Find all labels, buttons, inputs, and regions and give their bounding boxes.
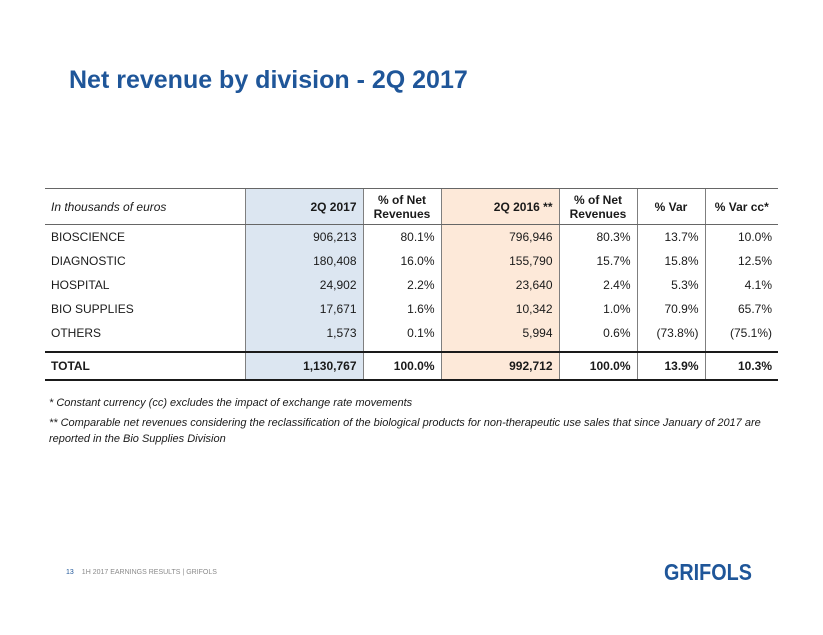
value-2q2016-cell: 155,790 — [440, 248, 559, 273]
pct-net-2016-cell: 100.0% — [558, 350, 637, 381]
pct-var-cell: 70.9% — [636, 296, 705, 321]
table-spacer — [45, 344, 778, 352]
pct-var-cell: (73.8%) — [636, 320, 705, 345]
row-label: BIO SUPPLIES — [51, 301, 134, 316]
value-2q2016-cell: 796,946 — [440, 224, 559, 249]
table-row: OTHERS 1,573 0.1% 5,994 0.6% (73.8%) (75.1%) — [45, 320, 778, 345]
table-row: BIO SUPPLIES 17,671 1.6% 10,342 1.0% 70.9% 65.… — [45, 296, 778, 321]
pct-var-cc-cell: 12.5% — [704, 248, 778, 273]
pct-net-2016-cell: 0.6% — [558, 320, 637, 345]
value-2q2017-cell: 24,902 — [244, 272, 363, 297]
footnote-constant-currency: * Constant currency (cc) excludes the im… — [49, 397, 413, 409]
value-2q2016-cell: 992,712 — [440, 350, 559, 381]
pct-net-2017-cell: 0.1% — [362, 320, 441, 345]
value-2q2016-cell: 10,342 — [440, 296, 559, 321]
header-var-cc: % Var cc* — [704, 188, 778, 225]
value-2q2016-cell: 5,994 — [440, 320, 559, 345]
unit-label: In thousands of euros — [45, 188, 245, 225]
pct-var-cell: 5.3% — [636, 272, 705, 297]
footnotes: * Constant currency (cc) excludes the im… — [49, 395, 779, 451]
pct-net-2016-cell: 15.7% — [558, 248, 637, 273]
page-title: Net revenue by division - 2Q 2017 — [69, 66, 468, 94]
value-2q2016-cell: 23,640 — [440, 272, 559, 297]
pct-net-2017-cell: 80.1% — [362, 224, 441, 249]
pct-var-cc-cell: 10.3% — [704, 350, 778, 381]
value-2q2017-cell: 1,573 — [244, 320, 363, 345]
total-row: TOTAL 1,130,767 100.0% 992,712 100.0% 13.9% 10… — [45, 350, 778, 381]
page-number: 13 — [66, 569, 74, 576]
header-var: % Var — [636, 188, 705, 225]
pct-net-2017-cell: 100.0% — [362, 350, 441, 381]
pct-net-2017-cell: 1.6% — [362, 296, 441, 321]
page-footer: 13 1H 2017 EARNINGS RESULTS | GRIFOLS — [66, 569, 217, 576]
pct-var-cc-cell: 65.7% — [704, 296, 778, 321]
pct-var-cc-cell: (75.1%) — [704, 320, 778, 345]
pct-net-2017-cell: 2.2% — [362, 272, 441, 297]
pct-var-cc-cell: 10.0% — [704, 224, 778, 249]
row-label: DIAGNOSTIC — [51, 253, 126, 268]
header-2q2016: 2Q 2016 ** — [440, 188, 559, 225]
table-row: BIOSCIENCE 906,213 80.1% 796,946 80.3% 13.7% 1… — [45, 224, 778, 249]
header-2q2017: 2Q 2017 — [244, 188, 363, 225]
grifols-logo: GRIFOLS — [664, 559, 752, 585]
pct-net-2017-cell: 16.0% — [362, 248, 441, 273]
revenue-table: In thousands of euros 2Q 2017 % of Net R… — [45, 188, 778, 381]
table-header-row: In thousands of euros 2Q 2017 % of Net R… — [45, 188, 778, 225]
pct-net-2016-cell: 80.3% — [558, 224, 637, 249]
value-2q2017-cell: 180,408 — [244, 248, 363, 273]
pct-var-cell: 13.7% — [636, 224, 705, 249]
row-label: OTHERS — [51, 325, 102, 340]
footnote-comparable-revenues: ** Comparable net revenues considering t… — [49, 417, 761, 445]
pct-net-2016-cell: 1.0% — [558, 296, 637, 321]
value-2q2017-cell: 1,130,767 — [244, 350, 363, 381]
table-row: HOSPITAL 24,902 2.2% 23,640 2.4% 5.3% 4.1% — [45, 272, 778, 297]
row-label: HOSPITAL — [51, 277, 110, 292]
pct-var-cell: 13.9% — [636, 350, 705, 381]
pct-var-cell: 15.8% — [636, 248, 705, 273]
header-pct-net-2017: % of Net Revenues — [362, 188, 441, 225]
footer-text: 1H 2017 EARNINGS RESULTS | GRIFOLS — [81, 569, 217, 576]
value-2q2017-cell: 906,213 — [244, 224, 363, 249]
row-label: BIOSCIENCE — [51, 229, 126, 244]
value-2q2017-cell: 17,671 — [244, 296, 363, 321]
header-pct-net-2016: % of Net Revenues — [558, 188, 637, 225]
row-label: TOTAL — [45, 350, 245, 381]
table-row: DIAGNOSTIC 180,408 16.0% 155,790 15.7% 15.8% 1… — [45, 248, 778, 273]
pct-net-2016-cell: 2.4% — [558, 272, 637, 297]
pct-var-cc-cell: 4.1% — [704, 272, 778, 297]
